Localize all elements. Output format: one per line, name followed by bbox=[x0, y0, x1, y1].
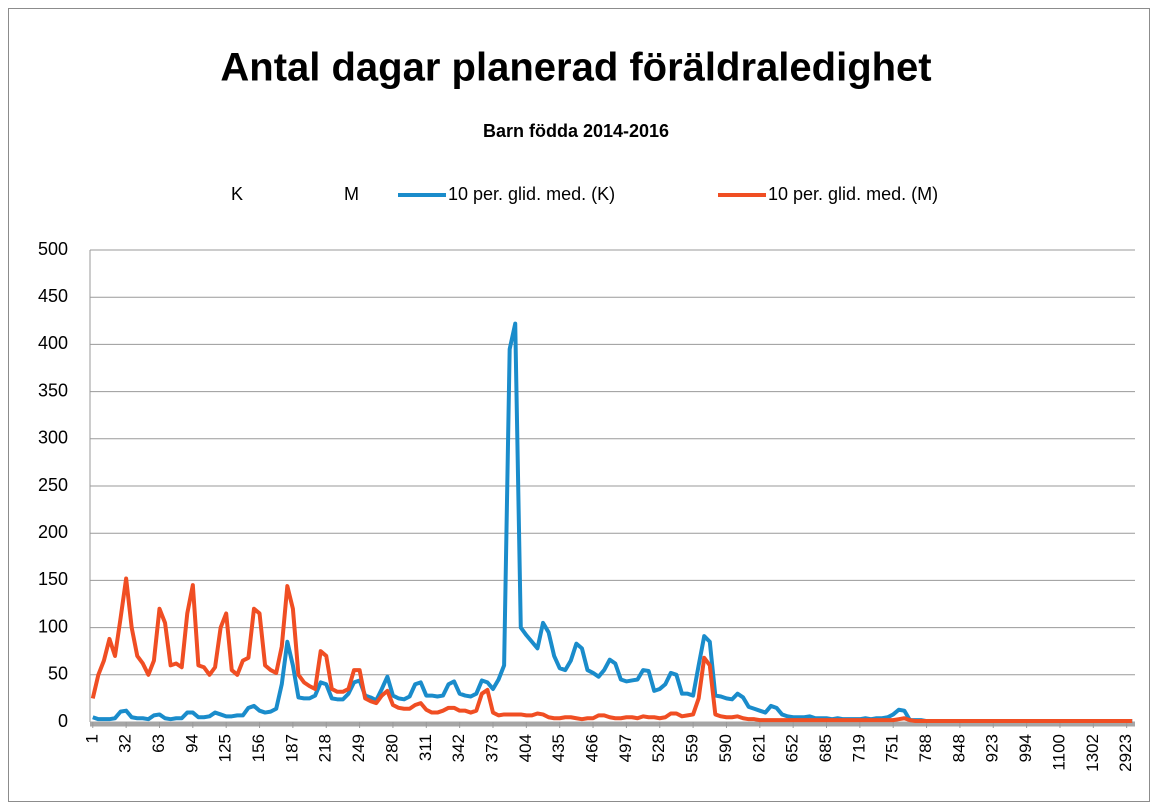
y-tick-label: 250 bbox=[38, 475, 68, 495]
x-tick-label: 435 bbox=[549, 734, 568, 762]
x-tick-label: 373 bbox=[482, 734, 501, 762]
x-tick-label: 788 bbox=[916, 734, 935, 762]
y-tick-label: 100 bbox=[38, 616, 68, 636]
x-tick-label: 1302 bbox=[1083, 734, 1102, 772]
x-tick-label: 311 bbox=[416, 734, 435, 761]
x-tick-label: 156 bbox=[249, 734, 268, 762]
legend-label: K bbox=[231, 184, 243, 204]
x-tick-label: 497 bbox=[616, 734, 635, 762]
x-tick-label: 280 bbox=[382, 734, 401, 762]
y-tick-label: 400 bbox=[38, 333, 68, 353]
x-tick-label: 32 bbox=[116, 734, 135, 753]
x-tick-label: 404 bbox=[516, 734, 535, 762]
x-tick-label: 187 bbox=[282, 734, 301, 762]
x-tick-label: 923 bbox=[983, 734, 1002, 762]
chart-title: Antal dagar planerad föräldraledighet bbox=[220, 46, 931, 90]
y-tick-label: 300 bbox=[38, 428, 68, 448]
x-tick-label: 466 bbox=[583, 734, 602, 762]
x-tick-label: 528 bbox=[649, 734, 668, 762]
series-line bbox=[90, 576, 1133, 724]
x-tick-label: 249 bbox=[349, 734, 368, 762]
legend-label: 10 per. glid. med. (M) bbox=[768, 184, 938, 204]
legend-label: 10 per. glid. med. (K) bbox=[448, 184, 615, 204]
y-tick-label: 50 bbox=[48, 664, 68, 684]
x-tick-label: 94 bbox=[182, 734, 201, 753]
y-tick-label: 0 bbox=[58, 711, 68, 731]
x-tick-label: 751 bbox=[883, 734, 902, 762]
x-tick-label: 652 bbox=[783, 734, 802, 762]
x-tick-label: 621 bbox=[749, 734, 768, 762]
y-tick-label: 350 bbox=[38, 380, 68, 400]
legend-label: M bbox=[344, 184, 359, 204]
y-tick-label: 150 bbox=[38, 569, 68, 589]
x-tick-label: 685 bbox=[816, 734, 835, 762]
x-tick-label: 1 bbox=[82, 734, 101, 743]
x-tick-label: 342 bbox=[449, 734, 468, 762]
x-tick-label: 848 bbox=[949, 734, 968, 762]
x-tick-label: 994 bbox=[1016, 734, 1035, 762]
x-tick-label: 125 bbox=[216, 734, 235, 762]
y-tick-label: 200 bbox=[38, 522, 68, 542]
x-tick-label: 218 bbox=[316, 734, 335, 762]
chart-frame bbox=[8, 8, 1150, 802]
x-tick-label: 1100 bbox=[1049, 734, 1068, 771]
x-tick-label: 2923 bbox=[1116, 734, 1135, 772]
chart-subtitle: Barn födda 2014-2016 bbox=[483, 121, 669, 141]
x-tick-label: 590 bbox=[716, 734, 735, 762]
y-tick-label: 500 bbox=[38, 239, 68, 259]
y-tick-label: 450 bbox=[38, 286, 68, 306]
x-tick-label: 719 bbox=[849, 734, 868, 762]
x-tick-label: 63 bbox=[149, 734, 168, 753]
x-tick-label: 559 bbox=[683, 734, 702, 762]
